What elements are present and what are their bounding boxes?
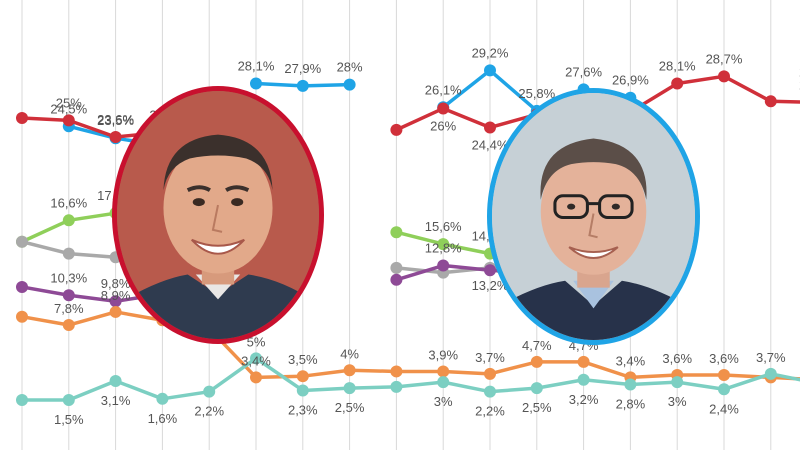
data-label: 3,6% xyxy=(709,351,739,366)
data-label: 3,5% xyxy=(288,352,318,367)
data-label: 2,3% xyxy=(288,402,318,417)
data-label: 2,4% xyxy=(709,401,739,416)
right-portrait-drawing xyxy=(492,93,695,340)
data-point xyxy=(250,352,262,365)
data-label: 28% xyxy=(337,60,363,75)
data-point xyxy=(62,247,75,260)
data-point xyxy=(343,78,356,91)
data-point xyxy=(296,384,309,397)
data-label: 28,7% xyxy=(706,51,743,66)
data-point xyxy=(156,392,169,405)
data-label: 2,2% xyxy=(475,404,505,419)
data-label: 2,5% xyxy=(335,400,365,415)
data-point xyxy=(390,273,403,286)
data-label: 2,2% xyxy=(194,404,224,419)
data-label: 2,5% xyxy=(522,400,552,415)
data-label: 12,8% xyxy=(425,241,462,256)
data-point xyxy=(718,383,730,396)
data-point xyxy=(718,369,730,382)
data-label: 26,9% xyxy=(612,73,649,88)
data-point xyxy=(577,355,590,368)
data-point xyxy=(624,378,637,391)
data-point xyxy=(62,214,75,227)
data-point xyxy=(437,238,450,251)
data-point xyxy=(16,111,28,124)
data-point xyxy=(437,259,450,272)
left-portrait-drawing xyxy=(117,91,319,339)
data-point xyxy=(296,79,309,92)
data-point xyxy=(437,376,450,389)
data-label: 3,2% xyxy=(569,392,599,407)
data-label: 15,6% xyxy=(425,219,462,234)
data-label: 3,4% xyxy=(241,353,271,368)
data-point xyxy=(62,289,75,302)
data-point xyxy=(484,367,496,380)
data-label: 28,1% xyxy=(238,58,275,73)
data-point xyxy=(62,319,75,332)
data-label: 28,1% xyxy=(659,58,696,73)
data-point xyxy=(671,77,684,90)
data-label: 27,6% xyxy=(565,64,602,79)
data-point xyxy=(390,226,403,239)
data-point xyxy=(484,385,496,398)
data-label: 1,5% xyxy=(54,412,84,427)
data-point xyxy=(16,394,28,406)
data-label: 4% xyxy=(340,346,359,361)
data-point xyxy=(390,123,403,136)
data-point xyxy=(484,64,496,77)
data-point xyxy=(16,310,28,323)
data-label: 2,8% xyxy=(616,397,646,412)
data-label: 3% xyxy=(668,394,687,409)
data-label: 7,8% xyxy=(54,301,84,316)
data-label: 3,1% xyxy=(101,393,131,408)
data-label: 3,7% xyxy=(475,350,505,365)
data-label: 29,2% xyxy=(472,45,509,60)
data-label: 3,4% xyxy=(616,353,646,368)
data-label: 10,3% xyxy=(50,270,87,285)
data-point xyxy=(530,382,543,395)
data-point xyxy=(437,365,450,378)
data-point xyxy=(764,367,777,380)
data-point xyxy=(250,371,262,384)
data-label: 26,1% xyxy=(425,82,462,97)
data-point xyxy=(62,114,75,127)
data-point xyxy=(390,380,403,393)
data-label: 3,7% xyxy=(756,350,786,365)
left-politician-portrait xyxy=(112,86,324,344)
data-point xyxy=(671,376,684,389)
data-point xyxy=(437,102,450,115)
data-point xyxy=(250,77,262,90)
data-point xyxy=(16,235,28,248)
data-label: 3% xyxy=(434,394,453,409)
data-label: 27,9% xyxy=(284,61,321,76)
data-point xyxy=(530,355,543,368)
data-label: 4,7% xyxy=(522,338,552,353)
data-label: 1,6% xyxy=(148,411,178,426)
data-label: 3,6% xyxy=(662,351,692,366)
data-point xyxy=(764,95,777,108)
data-point xyxy=(390,261,403,274)
data-point xyxy=(577,373,590,386)
data-label: 3,9% xyxy=(428,347,458,362)
data-label: 16,6% xyxy=(50,195,87,210)
data-point xyxy=(343,382,356,395)
data-label: 26% xyxy=(430,118,456,133)
data-label: 24,5% xyxy=(50,101,87,116)
data-point xyxy=(343,364,356,377)
data-point xyxy=(718,70,730,83)
data-label: 25% xyxy=(56,95,82,110)
data-point xyxy=(62,394,75,406)
right-politician-portrait xyxy=(487,88,700,345)
data-point xyxy=(109,374,122,387)
data-point xyxy=(390,365,403,378)
data-point xyxy=(203,385,216,398)
data-point xyxy=(16,280,28,293)
data-point xyxy=(296,370,309,383)
